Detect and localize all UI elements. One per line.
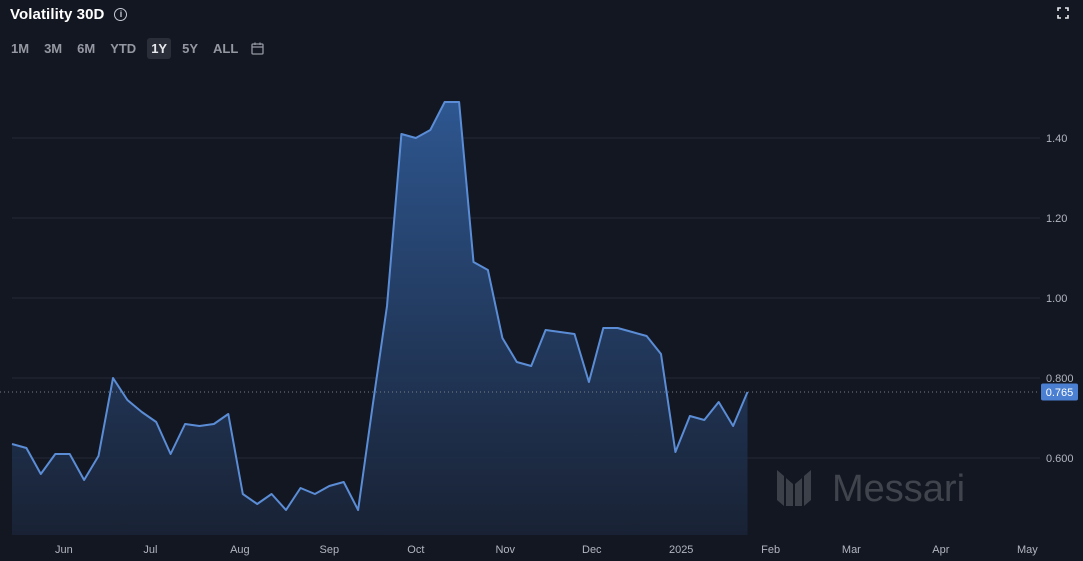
range-1y-button[interactable]: 1Y <box>147 38 172 59</box>
y-tick-label: 1.00 <box>1046 293 1067 305</box>
x-tick-label: May <box>1017 544 1038 556</box>
x-tick-label: Aug <box>230 544 250 556</box>
x-tick-label: Apr <box>932 544 949 556</box>
x-tick-label: Sep <box>320 544 340 556</box>
info-icon[interactable]: i <box>114 8 128 21</box>
x-tick-label: Dec <box>582 544 602 556</box>
volatility-line <box>11 101 749 511</box>
svg-text:Messari: Messari <box>832 468 965 510</box>
fullscreen-icon[interactable] <box>1057 7 1069 19</box>
y-tick-label: 0.800 <box>1046 373 1074 385</box>
x-tick-label: Oct <box>407 544 424 556</box>
chart-header: Volatility 30D i <box>10 6 128 23</box>
y-tick-label: 0.600 <box>1046 453 1074 465</box>
range-3m-button[interactable]: 3M <box>44 41 63 56</box>
y-tick-label: 1.20 <box>1046 213 1067 225</box>
x-tick-label: Feb <box>761 544 780 556</box>
y-tick-label: 1.40 <box>1046 133 1067 145</box>
range-5y-button[interactable]: 5Y <box>182 41 198 56</box>
range-ytd-button[interactable]: YTD <box>110 41 137 56</box>
x-tick-label: Nov <box>495 544 515 556</box>
x-tick-label: Mar <box>842 544 861 556</box>
svg-text:0.765: 0.765 <box>1046 387 1074 399</box>
x-tick-label: 2025 <box>669 544 693 556</box>
x-tick-label: Jul <box>143 544 157 556</box>
time-range-selector: 1M 3M 6M YTD 1Y 5Y ALL <box>7 38 264 59</box>
range-all-button[interactable]: ALL <box>213 41 239 56</box>
messari-watermark: Messari <box>777 468 965 510</box>
x-tick-label: Jun <box>55 544 73 556</box>
range-1m-button[interactable]: 1M <box>11 41 30 56</box>
current-value-badge: 0.765 <box>1041 383 1078 401</box>
range-6m-button[interactable]: 6M <box>77 41 96 56</box>
calendar-icon[interactable] <box>251 42 264 55</box>
chart-title: Volatility 30D <box>10 6 105 23</box>
volatility-area <box>12 102 748 535</box>
